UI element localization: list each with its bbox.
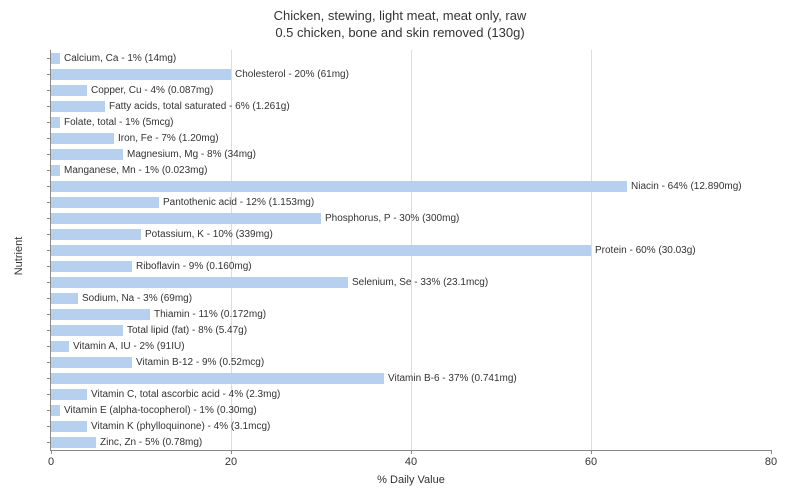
nutrient-label: Sodium, Na - 3% (69mg)	[82, 293, 192, 304]
ytick-mark	[47, 346, 51, 347]
nutrient-label: Vitamin A, IU - 2% (91IU)	[73, 341, 185, 352]
nutrient-label: Pantothenic acid - 12% (1.153mg)	[163, 197, 314, 208]
ytick-mark	[47, 378, 51, 379]
ytick-mark	[47, 202, 51, 203]
nutrient-label: Magnesium, Mg - 8% (34mg)	[127, 149, 256, 160]
ytick-mark	[47, 74, 51, 75]
nutrient-bar	[51, 421, 87, 432]
nutrient-label: Copper, Cu - 4% (0.087mg)	[91, 85, 213, 96]
xtick-mark	[231, 450, 232, 454]
nutrient-label: Iron, Fe - 7% (1.20mg)	[118, 133, 219, 144]
ytick-mark	[47, 138, 51, 139]
nutrient-label: Riboflavin - 9% (0.160mg)	[136, 261, 252, 272]
chart-title: Chicken, stewing, light meat, meat only,…	[0, 0, 800, 42]
ytick-mark	[47, 410, 51, 411]
ytick-mark	[47, 218, 51, 219]
nutrient-bar	[51, 181, 627, 192]
nutrient-chart: Chicken, stewing, light meat, meat only,…	[0, 0, 800, 500]
nutrient-label: Cholesterol - 20% (61mg)	[235, 69, 349, 80]
xtick-label: 0	[48, 456, 54, 468]
ytick-mark	[47, 154, 51, 155]
nutrient-bar	[51, 101, 105, 112]
nutrient-label: Selenium, Se - 33% (23.1mcg)	[352, 277, 488, 288]
ytick-mark	[47, 442, 51, 443]
nutrient-bar	[51, 373, 384, 384]
ytick-mark	[47, 282, 51, 283]
nutrient-bar	[51, 69, 231, 80]
nutrient-label: Thiamin - 11% (0.172mg)	[154, 309, 266, 320]
title-line-2: 0.5 chicken, bone and skin removed (130g…	[0, 25, 800, 42]
nutrient-label: Protein - 60% (30.03g)	[595, 245, 696, 256]
ytick-mark	[47, 122, 51, 123]
nutrient-label: Niacin - 64% (12.890mg)	[631, 181, 742, 192]
nutrient-bar	[51, 293, 78, 304]
nutrient-label: Zinc, Zn - 5% (0.78mg)	[100, 437, 202, 448]
nutrient-label: Potassium, K - 10% (339mg)	[145, 229, 273, 240]
xtick-label: 60	[585, 456, 597, 468]
ytick-mark	[47, 106, 51, 107]
nutrient-label: Total lipid (fat) - 8% (5.47g)	[127, 325, 247, 336]
ytick-mark	[47, 426, 51, 427]
nutrient-label: Manganese, Mn - 1% (0.023mg)	[64, 165, 207, 176]
nutrient-label: Vitamin B-6 - 37% (0.741mg)	[388, 373, 517, 384]
nutrient-bar	[51, 309, 150, 320]
ytick-mark	[47, 298, 51, 299]
xtick-mark	[51, 450, 52, 454]
ytick-mark	[47, 250, 51, 251]
nutrient-bar	[51, 149, 123, 160]
nutrient-bar	[51, 85, 87, 96]
nutrient-label: Vitamin C, total ascorbic acid - 4% (2.3…	[91, 389, 280, 400]
nutrient-bar	[51, 197, 159, 208]
nutrient-label: Calcium, Ca - 1% (14mg)	[64, 53, 176, 64]
ytick-mark	[47, 186, 51, 187]
ytick-mark	[47, 394, 51, 395]
ytick-mark	[47, 90, 51, 91]
plot-area: Nutrient % Daily Value 020406080Calcium,…	[50, 50, 771, 451]
y-axis-label: Nutrient	[13, 237, 25, 276]
ytick-mark	[47, 266, 51, 267]
nutrient-bar	[51, 133, 114, 144]
nutrient-bar	[51, 277, 348, 288]
nutrient-bar	[51, 325, 123, 336]
ytick-mark	[47, 362, 51, 363]
gridline	[591, 50, 592, 450]
nutrient-bar	[51, 245, 591, 256]
ytick-mark	[47, 314, 51, 315]
nutrient-label: Folate, total - 1% (5mcg)	[64, 117, 173, 128]
nutrient-label: Vitamin E (alpha-tocopherol) - 1% (0.30m…	[64, 405, 257, 416]
nutrient-bar	[51, 405, 60, 416]
nutrient-bar	[51, 165, 60, 176]
ytick-mark	[47, 170, 51, 171]
nutrient-bar	[51, 213, 321, 224]
nutrient-bar	[51, 437, 96, 448]
ytick-mark	[47, 234, 51, 235]
nutrient-bar	[51, 117, 60, 128]
nutrient-bar	[51, 389, 87, 400]
nutrient-bar	[51, 53, 60, 64]
xtick-label: 20	[225, 456, 237, 468]
title-line-1: Chicken, stewing, light meat, meat only,…	[0, 8, 800, 25]
nutrient-label: Phosphorus, P - 30% (300mg)	[325, 213, 459, 224]
nutrient-label: Fatty acids, total saturated - 6% (1.261…	[109, 101, 290, 112]
nutrient-bar	[51, 229, 141, 240]
nutrient-bar	[51, 357, 132, 368]
nutrient-bar	[51, 261, 132, 272]
xtick-mark	[771, 450, 772, 454]
nutrient-label: Vitamin B-12 - 9% (0.52mcg)	[136, 357, 264, 368]
nutrient-bar	[51, 341, 69, 352]
xtick-label: 40	[405, 456, 417, 468]
xtick-label: 80	[765, 456, 777, 468]
xtick-mark	[411, 450, 412, 454]
nutrient-label: Vitamin K (phylloquinone) - 4% (3.1mcg)	[91, 421, 270, 432]
ytick-mark	[47, 58, 51, 59]
x-axis-label: % Daily Value	[377, 474, 445, 486]
xtick-mark	[591, 450, 592, 454]
ytick-mark	[47, 330, 51, 331]
